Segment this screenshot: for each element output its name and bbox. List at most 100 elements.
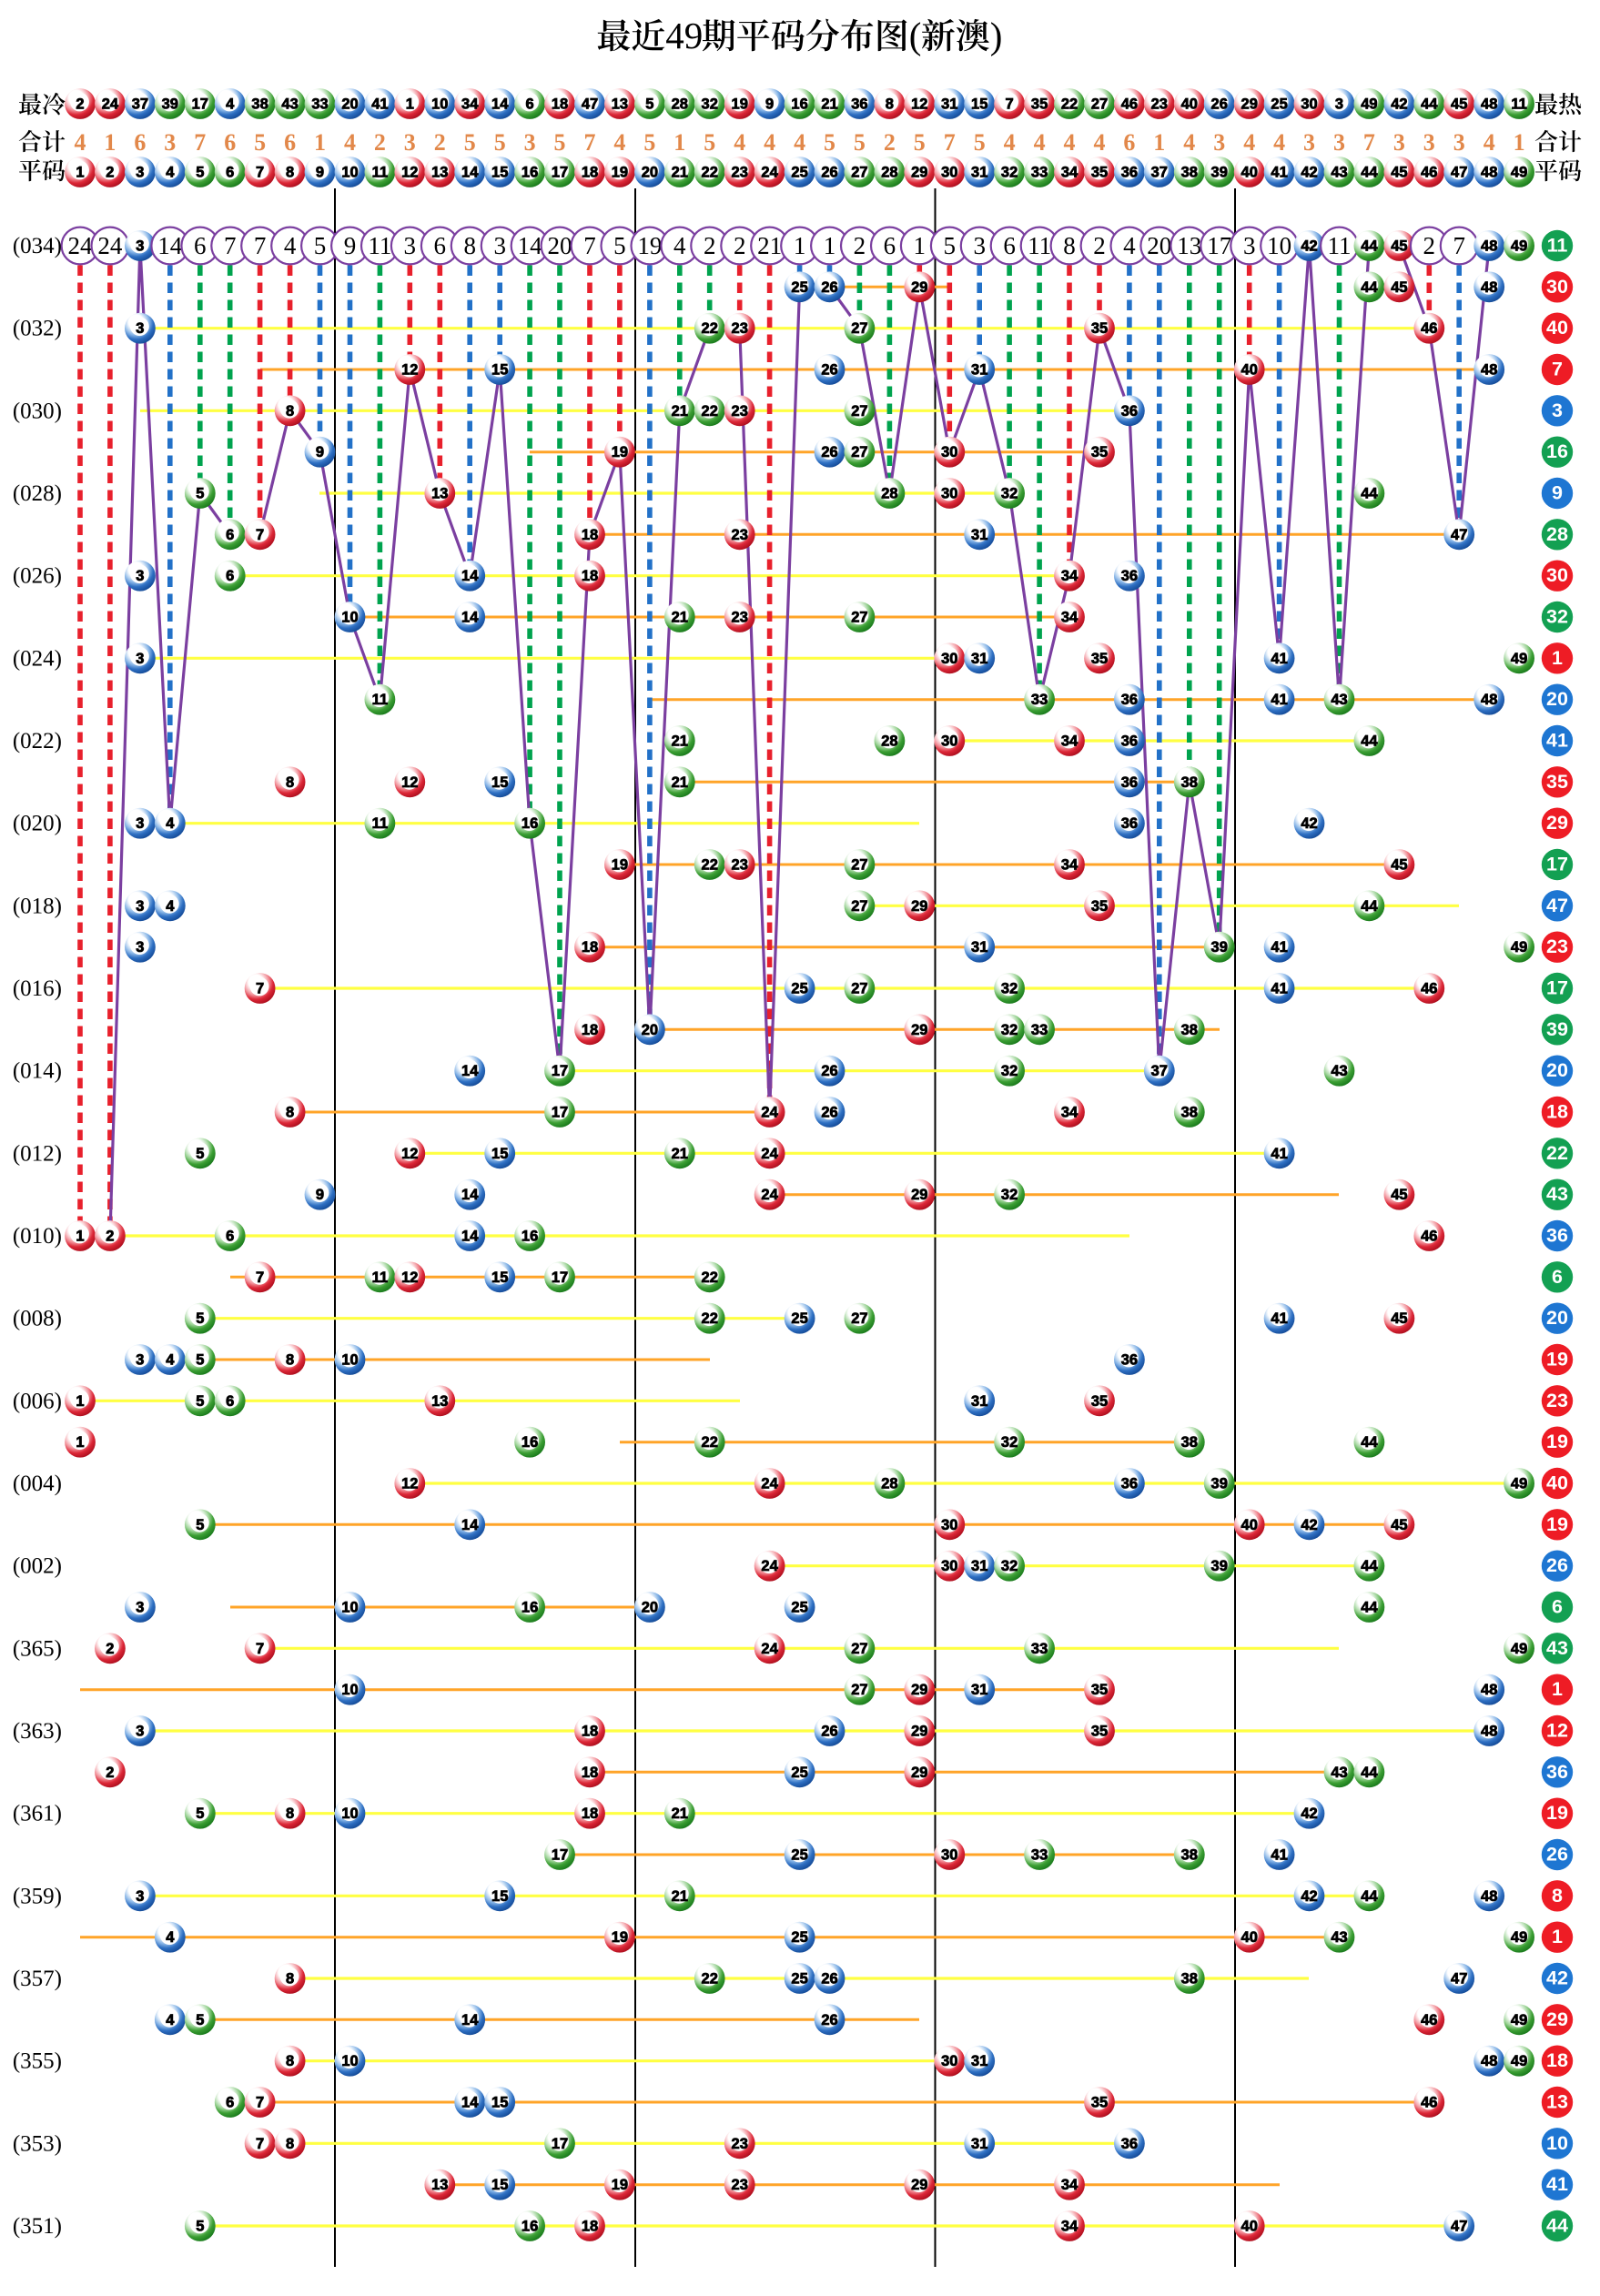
svg-text:4: 4 <box>1004 129 1016 156</box>
svg-text:25: 25 <box>791 1765 807 1781</box>
svg-text:45: 45 <box>1391 165 1407 181</box>
svg-text:40: 40 <box>1241 1929 1258 1946</box>
svg-text:4: 4 <box>764 129 775 156</box>
svg-text:29: 29 <box>1546 2008 1568 2030</box>
svg-text:2: 2 <box>106 1765 114 1781</box>
svg-text:27: 27 <box>851 981 867 997</box>
svg-text:18: 18 <box>552 96 568 113</box>
svg-text:23: 23 <box>732 403 748 420</box>
svg-text:35: 35 <box>1091 444 1108 460</box>
svg-text:14: 14 <box>461 1229 479 1245</box>
svg-text:41: 41 <box>1271 1847 1287 1864</box>
svg-text:48: 48 <box>1481 692 1497 708</box>
svg-text:47: 47 <box>1451 1971 1467 1988</box>
svg-text:29: 29 <box>911 1187 927 1203</box>
svg-text:17: 17 <box>552 1105 568 1121</box>
svg-text:10: 10 <box>1546 2132 1568 2154</box>
svg-text:29: 29 <box>911 1682 927 1698</box>
svg-text:29: 29 <box>911 1724 927 1740</box>
svg-text:44: 44 <box>1361 279 1378 296</box>
svg-text:38: 38 <box>1181 165 1198 181</box>
svg-text:21: 21 <box>757 232 782 259</box>
svg-text:34: 34 <box>1061 857 1078 874</box>
svg-text:5: 5 <box>704 129 715 156</box>
svg-text:2: 2 <box>704 232 716 259</box>
svg-text:40: 40 <box>1546 317 1568 339</box>
svg-text:17: 17 <box>552 1847 568 1864</box>
svg-text:49: 49 <box>1511 2053 1527 2069</box>
svg-text:15: 15 <box>491 362 508 379</box>
svg-text:22: 22 <box>702 1310 718 1327</box>
svg-text:3: 3 <box>404 232 417 259</box>
svg-text:26: 26 <box>1546 1554 1568 1576</box>
svg-text:48: 48 <box>1481 279 1497 296</box>
svg-text:7: 7 <box>944 129 956 156</box>
svg-text:6: 6 <box>224 129 236 156</box>
svg-text:22: 22 <box>702 1971 718 1988</box>
svg-text:5: 5 <box>494 129 506 156</box>
svg-text:44: 44 <box>1361 486 1378 502</box>
svg-text:47: 47 <box>1451 2219 1467 2235</box>
svg-text:4: 4 <box>166 165 175 181</box>
svg-text:49: 49 <box>1511 238 1527 255</box>
svg-text:24: 24 <box>761 1641 778 1657</box>
svg-text:1: 1 <box>1552 1926 1563 1947</box>
svg-text:5: 5 <box>464 129 476 156</box>
svg-text:11: 11 <box>1547 235 1568 257</box>
svg-text:23: 23 <box>1151 96 1168 113</box>
svg-text:(355): (355) <box>13 2049 62 2074</box>
svg-text:10: 10 <box>431 96 448 113</box>
svg-text:15: 15 <box>491 165 508 181</box>
svg-text:4: 4 <box>166 1352 175 1369</box>
svg-text:41: 41 <box>1271 1146 1287 1162</box>
svg-text:4: 4 <box>1094 129 1106 156</box>
svg-text:28: 28 <box>1546 523 1568 545</box>
svg-text:5: 5 <box>254 129 266 156</box>
svg-text:38: 38 <box>1181 1434 1198 1451</box>
svg-text:(020): (020) <box>13 812 62 836</box>
svg-text:2: 2 <box>734 232 746 259</box>
svg-text:40: 40 <box>1241 1517 1258 1533</box>
svg-text:11: 11 <box>372 692 388 708</box>
svg-text:44: 44 <box>1361 238 1378 255</box>
svg-text:(018): (018) <box>13 894 62 918</box>
svg-text:1: 1 <box>1552 1678 1563 1700</box>
svg-text:5: 5 <box>824 129 835 156</box>
svg-text:8: 8 <box>286 1105 294 1121</box>
svg-text:42: 42 <box>1301 1517 1317 1533</box>
svg-text:6: 6 <box>226 568 234 584</box>
svg-text:19: 19 <box>637 232 662 259</box>
svg-text:8: 8 <box>886 96 894 113</box>
svg-text:17: 17 <box>1207 232 1231 259</box>
svg-text:14: 14 <box>491 96 509 113</box>
svg-text:10: 10 <box>341 1682 358 1698</box>
svg-text:14: 14 <box>461 568 479 584</box>
svg-text:(359): (359) <box>13 1884 62 1908</box>
svg-text:41: 41 <box>1271 1310 1287 1327</box>
svg-text:33: 33 <box>1031 1022 1048 1038</box>
svg-text:4: 4 <box>1183 129 1195 156</box>
svg-text:8: 8 <box>286 2136 294 2152</box>
svg-text:43: 43 <box>1546 1637 1568 1659</box>
svg-text:1: 1 <box>76 1393 84 1410</box>
svg-text:36: 36 <box>1121 692 1138 708</box>
svg-text:37: 37 <box>132 96 148 113</box>
svg-text:44: 44 <box>1361 1558 1378 1574</box>
svg-text:25: 25 <box>791 1600 807 1616</box>
svg-text:29: 29 <box>911 1765 927 1781</box>
svg-text:29: 29 <box>911 898 927 915</box>
svg-text:12: 12 <box>401 1476 418 1492</box>
svg-text:5: 5 <box>554 129 566 156</box>
svg-text:39: 39 <box>162 96 178 113</box>
svg-text:23: 23 <box>732 2177 748 2193</box>
svg-text:34: 34 <box>1061 733 1078 750</box>
svg-text:14: 14 <box>461 2095 479 2111</box>
svg-text:6: 6 <box>226 1229 234 1245</box>
svg-text:(032): (032) <box>13 317 62 341</box>
svg-text:7: 7 <box>224 232 237 259</box>
svg-text:46: 46 <box>1421 981 1437 997</box>
svg-text:3: 3 <box>404 129 416 156</box>
svg-text:27: 27 <box>851 1682 867 1698</box>
svg-text:45: 45 <box>1391 1187 1407 1203</box>
svg-text:49: 49 <box>1511 1476 1527 1492</box>
